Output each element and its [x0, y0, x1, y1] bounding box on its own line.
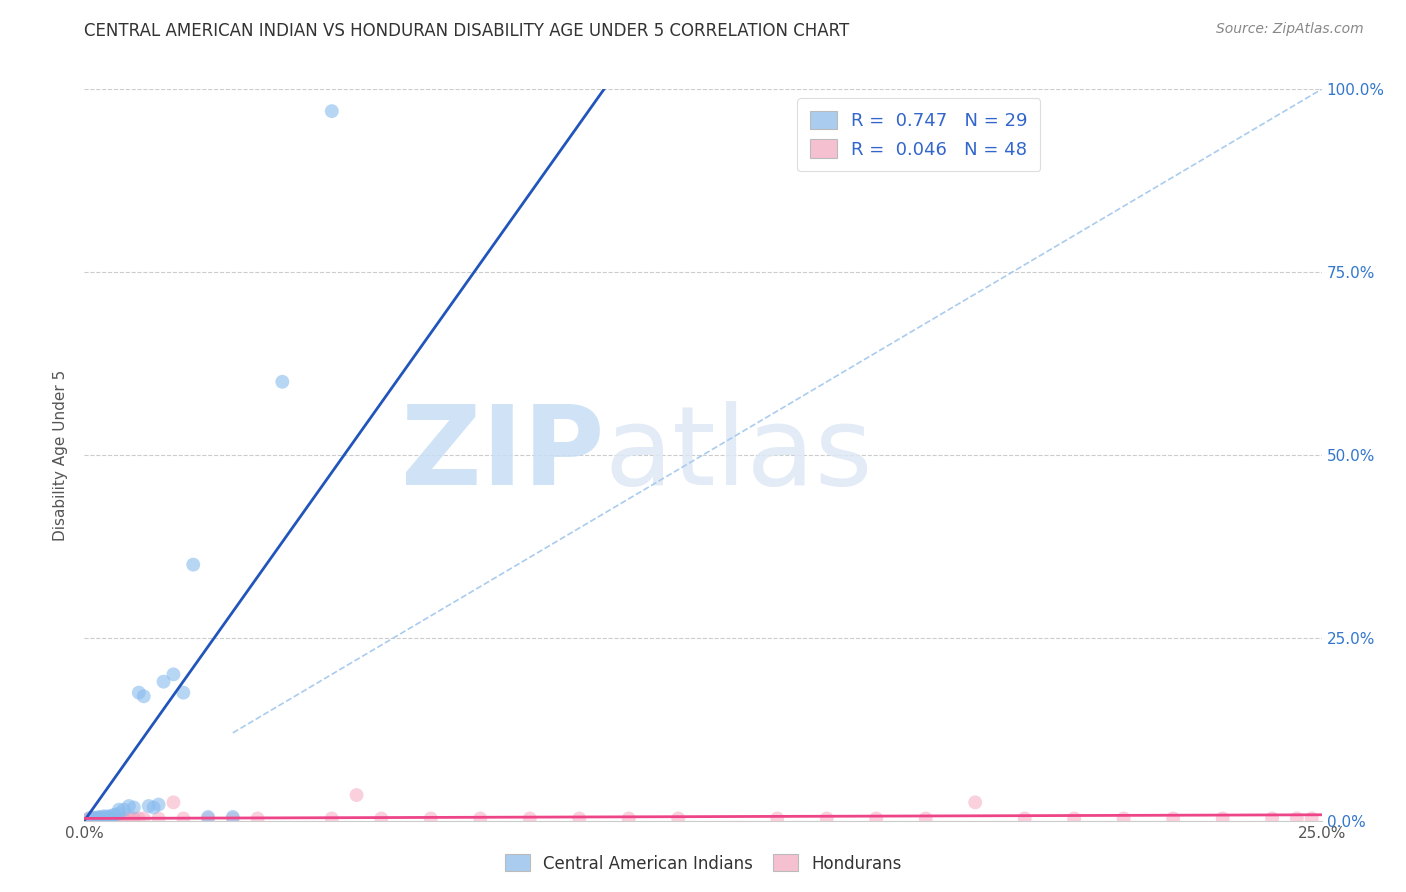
Point — [122, 800, 145, 814]
Point — [1063, 812, 1085, 826]
Point — [470, 812, 492, 826]
Point — [89, 812, 111, 826]
Text: ZIP: ZIP — [401, 401, 605, 508]
Point — [1112, 812, 1135, 826]
Point — [89, 810, 111, 824]
Point — [108, 812, 131, 826]
Point — [89, 812, 111, 826]
Point — [321, 104, 343, 119]
Point — [79, 812, 101, 826]
Point — [1285, 812, 1308, 826]
Point — [98, 809, 121, 823]
Point — [118, 812, 141, 826]
Point — [98, 812, 121, 826]
Point — [162, 796, 184, 810]
Point — [122, 812, 145, 826]
Point — [370, 812, 392, 826]
Point — [108, 803, 131, 817]
Point — [83, 811, 105, 825]
Point — [181, 558, 204, 572]
Point — [865, 812, 887, 826]
Point — [914, 812, 936, 826]
Point — [112, 803, 135, 817]
Point — [162, 667, 184, 681]
Point — [93, 809, 115, 823]
Point — [152, 674, 174, 689]
Point — [103, 812, 125, 826]
Point — [419, 812, 441, 826]
Text: Source: ZipAtlas.com: Source: ZipAtlas.com — [1216, 22, 1364, 37]
Point — [1261, 812, 1284, 826]
Point — [103, 807, 125, 822]
Point — [197, 810, 219, 824]
Point — [1161, 812, 1184, 826]
Point — [172, 686, 194, 700]
Point — [346, 788, 368, 802]
Point — [112, 812, 135, 826]
Point — [122, 812, 145, 826]
Point — [222, 810, 245, 824]
Point — [321, 812, 343, 826]
Y-axis label: Disability Age Under 5: Disability Age Under 5 — [53, 369, 69, 541]
Point — [172, 812, 194, 826]
Point — [132, 690, 155, 704]
Point — [93, 810, 115, 824]
Text: atlas: atlas — [605, 401, 873, 508]
Point — [128, 812, 150, 826]
Point — [108, 806, 131, 821]
Point — [568, 812, 591, 826]
Point — [271, 375, 294, 389]
Point — [93, 812, 115, 826]
Text: CENTRAL AMERICAN INDIAN VS HONDURAN DISABILITY AGE UNDER 5 CORRELATION CHART: CENTRAL AMERICAN INDIAN VS HONDURAN DISA… — [84, 22, 849, 40]
Point — [138, 799, 160, 814]
Point — [79, 812, 101, 826]
Point — [112, 812, 135, 826]
Point — [965, 796, 987, 810]
Point — [617, 812, 640, 826]
Point — [103, 808, 125, 822]
Point — [142, 800, 165, 814]
Point — [83, 812, 105, 826]
Point — [222, 812, 245, 826]
Point — [148, 812, 170, 826]
Point — [83, 812, 105, 826]
Point — [1301, 812, 1323, 826]
Point — [666, 812, 689, 826]
Point — [1212, 812, 1234, 826]
Point — [83, 812, 105, 826]
Point — [197, 812, 219, 826]
Point — [519, 812, 541, 826]
Point — [1014, 812, 1036, 826]
Point — [98, 812, 121, 826]
Point — [103, 812, 125, 826]
Point — [93, 812, 115, 826]
Point — [89, 811, 111, 825]
Legend: R =  0.747   N = 29, R =  0.046   N = 48: R = 0.747 N = 29, R = 0.046 N = 48 — [797, 98, 1040, 171]
Point — [118, 799, 141, 814]
Point — [246, 812, 269, 826]
Legend: Central American Indians, Hondurans: Central American Indians, Hondurans — [498, 847, 908, 880]
Point — [815, 812, 838, 826]
Point — [98, 810, 121, 824]
Point — [79, 812, 101, 826]
Point — [128, 686, 150, 700]
Point — [766, 812, 789, 826]
Point — [132, 812, 155, 826]
Point — [148, 797, 170, 812]
